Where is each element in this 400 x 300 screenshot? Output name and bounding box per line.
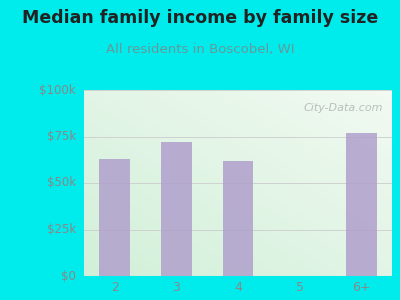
- Text: All residents in Boscobel, WI: All residents in Boscobel, WI: [106, 44, 294, 56]
- Bar: [346, 133, 377, 276]
- Text: $0: $0: [61, 269, 76, 283]
- Text: Median family income by family size: Median family income by family size: [22, 9, 378, 27]
- Text: $75k: $75k: [47, 130, 76, 143]
- Bar: [161, 142, 192, 276]
- Text: $100k: $100k: [39, 83, 76, 97]
- Text: $25k: $25k: [47, 223, 76, 236]
- Bar: [99, 159, 130, 276]
- Text: $50k: $50k: [47, 176, 76, 190]
- Bar: [222, 161, 254, 276]
- Text: City-Data.com: City-Data.com: [303, 103, 383, 113]
